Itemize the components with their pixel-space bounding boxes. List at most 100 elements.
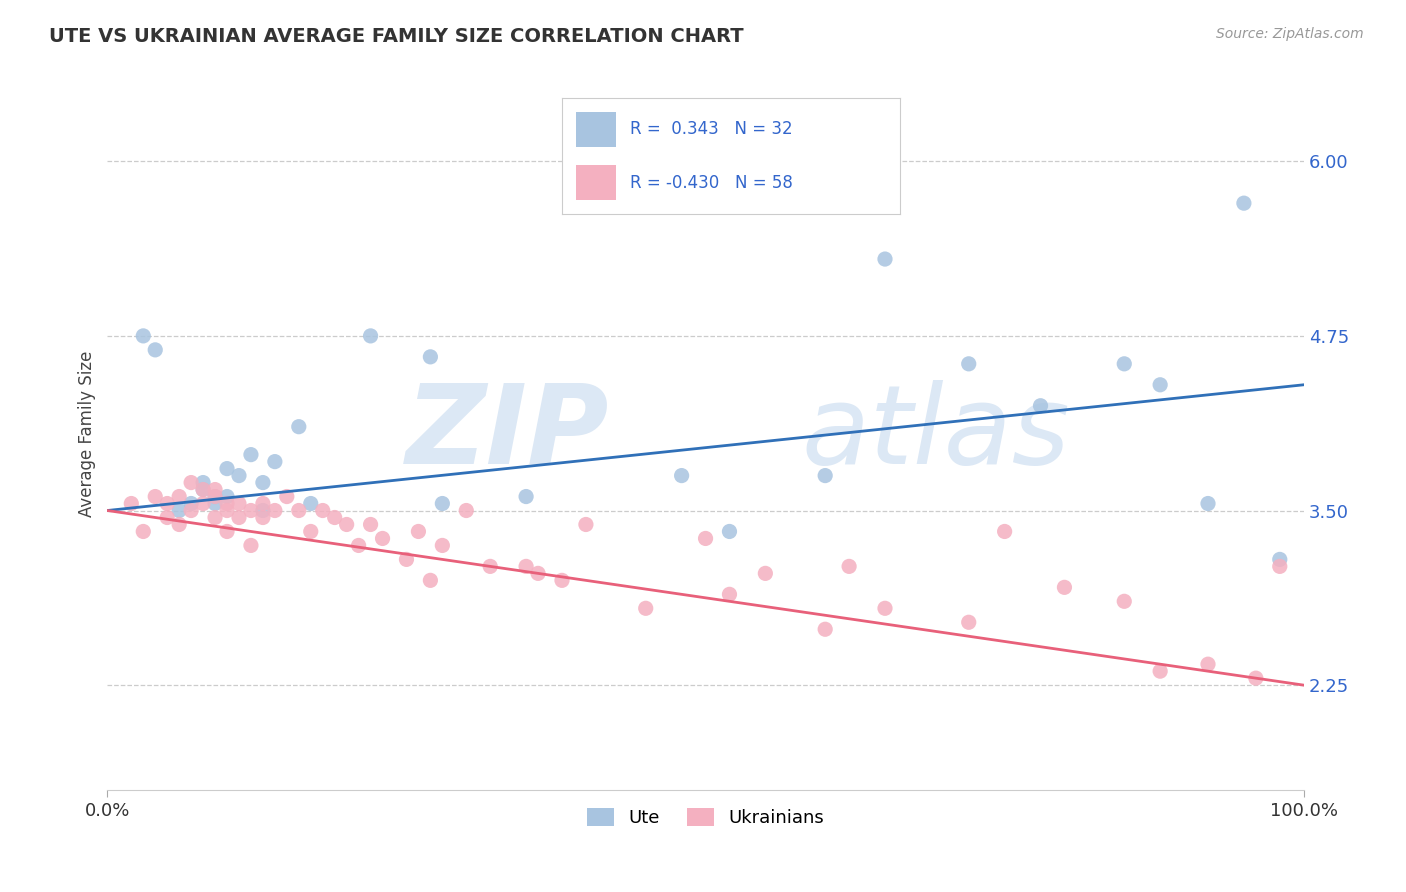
Point [204,496,226,510]
Point [215,461,238,475]
Point [239,503,262,517]
Point [1197,657,1219,672]
Point [814,468,837,483]
Point [718,524,741,539]
Point [1149,377,1171,392]
Point [167,517,190,532]
Point [1114,357,1136,371]
Point [288,419,311,434]
Point [215,524,238,539]
Point [252,510,274,524]
Point [419,350,441,364]
Point [419,574,441,588]
Legend: Ute, Ukrainians: Ute, Ukrainians [579,800,831,834]
Point [180,496,202,510]
Point [395,552,418,566]
Point [515,559,537,574]
Point [191,496,214,510]
Text: Source: ZipAtlas.com: Source: ZipAtlas.com [1216,27,1364,41]
Point [1114,594,1136,608]
Point [204,483,226,497]
Point [191,475,214,490]
Point [156,496,179,510]
Point [156,510,179,524]
Point [515,490,537,504]
Point [336,517,359,532]
Point [1268,559,1291,574]
Point [1053,580,1076,594]
Point [432,496,454,510]
Point [873,252,896,266]
Text: UTE VS UKRAINIAN AVERAGE FAMILY SIZE CORRELATION CHART: UTE VS UKRAINIAN AVERAGE FAMILY SIZE COR… [49,27,744,45]
Point [288,503,311,517]
Point [695,532,717,546]
Point [814,622,837,636]
Point [754,566,776,581]
Text: ZIP: ZIP [406,380,610,487]
Point [1197,496,1219,510]
Point [575,517,598,532]
Point [263,455,285,469]
Point [191,483,214,497]
Point [838,559,860,574]
Point [1268,552,1291,566]
Point [180,475,202,490]
Point [957,357,980,371]
Point [371,532,394,546]
Point [252,496,274,510]
Point [994,524,1017,539]
Point [228,496,250,510]
Point [479,559,502,574]
Point [1233,196,1256,211]
Point [228,510,250,524]
Point [204,510,226,524]
Point [408,524,430,539]
Point [360,329,382,343]
Text: atlas: atlas [801,380,1070,487]
Point [299,524,322,539]
Point [1149,664,1171,678]
Point [671,468,693,483]
Point [132,524,155,539]
Point [143,343,166,357]
Point [120,496,142,510]
Point [276,490,298,504]
Point [191,483,214,497]
Point [312,503,335,517]
Point [167,503,190,517]
Text: R = -0.430   N = 58: R = -0.430 N = 58 [630,174,793,192]
Point [239,538,262,552]
Point [204,490,226,504]
Point [215,496,238,510]
Point [873,601,896,615]
Point [1244,671,1267,685]
Point [204,490,226,504]
Point [263,503,285,517]
Bar [576,112,616,147]
Point [215,503,238,517]
Point [432,538,454,552]
Point [323,510,346,524]
Y-axis label: Average Family Size: Average Family Size [79,351,96,516]
Point [180,503,202,517]
Point [143,490,166,504]
Point [347,538,370,552]
Text: R =  0.343   N = 32: R = 0.343 N = 32 [630,120,793,138]
Point [252,475,274,490]
Point [718,587,741,601]
Point [634,601,657,615]
Point [299,496,322,510]
Point [360,517,382,532]
Point [215,490,238,504]
Point [132,329,155,343]
Bar [576,165,616,200]
Point [1029,399,1052,413]
Point [167,490,190,504]
Point [456,503,478,517]
Point [527,566,550,581]
Point [239,448,262,462]
Point [957,615,980,630]
Point [551,574,574,588]
Point [228,468,250,483]
Point [252,503,274,517]
